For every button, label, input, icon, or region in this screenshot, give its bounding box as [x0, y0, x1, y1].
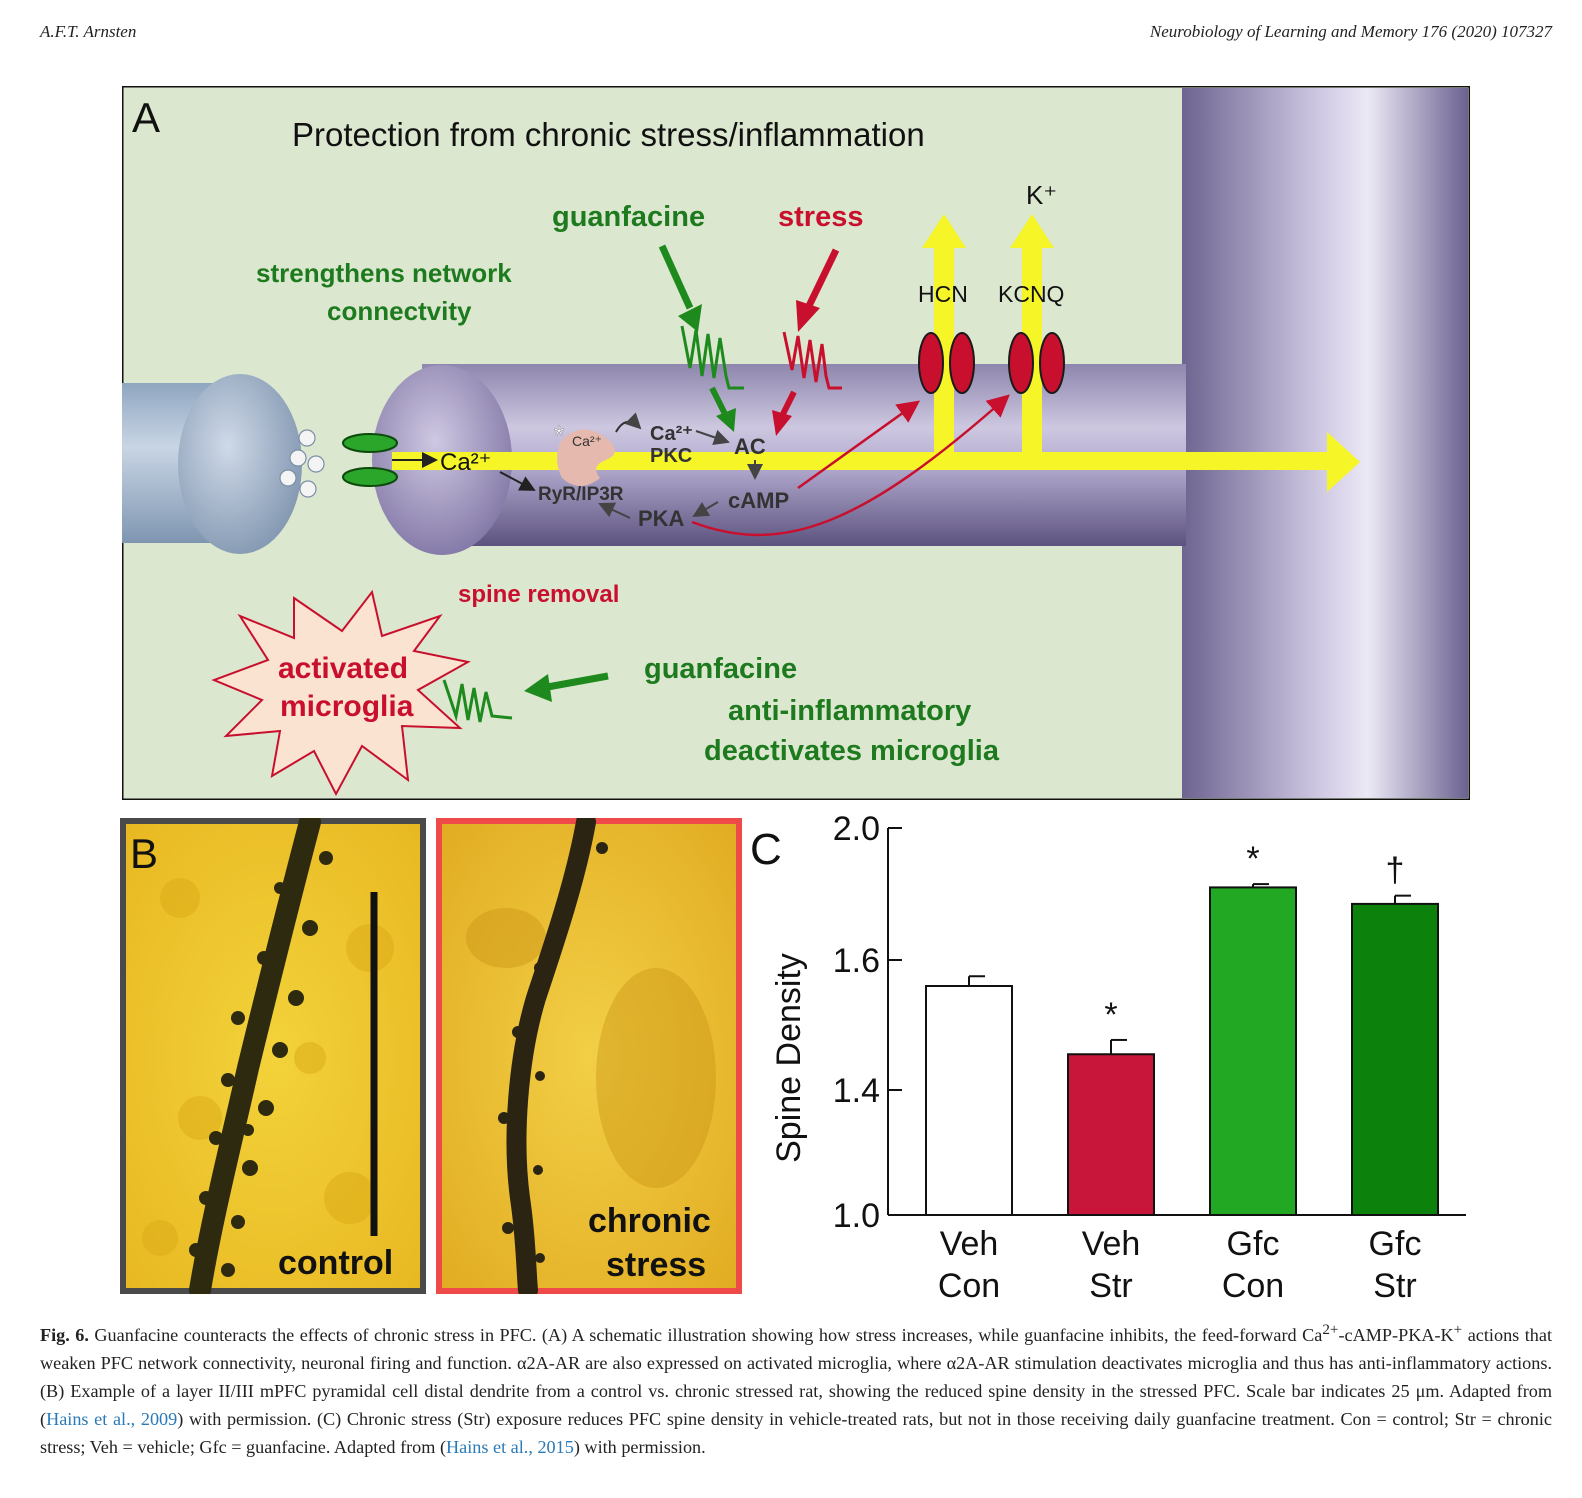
- x-category-label-line1: Gfc: [1369, 1225, 1422, 1263]
- receptor-channel-top: [342, 433, 398, 453]
- k-ion-label: K⁺: [1026, 180, 1057, 210]
- caption-sup-2: +: [1453, 1321, 1463, 1338]
- bar: [1209, 886, 1297, 1217]
- panel-c-label: C: [750, 825, 782, 874]
- reference-link-2009[interactable]: Hains et al., 2009: [46, 1409, 178, 1430]
- x-category-label-line1: Veh: [1082, 1225, 1141, 1263]
- strengthens-line1: strengthens network: [256, 258, 512, 288]
- x-category-label-line2: Str: [1089, 1267, 1132, 1305]
- strengthens-line2: connectvity: [327, 296, 472, 326]
- pka-label: PKA: [638, 506, 685, 531]
- caption-text-1: Guanfacine counteracts the effects of ch…: [88, 1325, 1323, 1346]
- control-label: control: [278, 1244, 393, 1282]
- microglia-line1: activated: [278, 652, 408, 685]
- significance-marker: *: [1246, 840, 1259, 878]
- caption-sup-1: 2+: [1322, 1321, 1339, 1338]
- pkc-label: PKC: [650, 445, 692, 467]
- microglia-receptor-icon: [442, 679, 513, 723]
- receptor-channel-bottom: [342, 467, 398, 487]
- kcnq-channel: [1008, 332, 1065, 394]
- y-tick-label: 1.0: [833, 1197, 880, 1235]
- camp-label: cAMP: [728, 488, 789, 513]
- pka-to-kcnq-arrow: [691, 394, 1010, 537]
- microglia-line2: microglia: [280, 690, 414, 723]
- figure-caption: Fig. 6. Guanfacine counteracts the effec…: [40, 1316, 1552, 1461]
- hcn-label: HCN: [918, 281, 968, 307]
- significance-marker: †: [1386, 852, 1405, 890]
- asterisk-icon: *: [554, 420, 564, 450]
- y-tick-label: 1.4: [833, 1072, 880, 1110]
- panel-b-label: B: [130, 830, 158, 877]
- guanfacine-arrow-bottom: [541, 672, 609, 692]
- bar: [925, 985, 1013, 1216]
- bar: [1351, 902, 1439, 1217]
- ryr-label: RyR/IP3R: [538, 484, 624, 505]
- kcnq-label: KCNQ: [998, 281, 1064, 307]
- ca-small-label: Ca²⁺: [572, 433, 602, 449]
- chart-bars: * * †: [925, 840, 1439, 1217]
- caption-text-4: ) with permission. (C) Chronic stress (S…: [40, 1409, 1552, 1458]
- hcn-channel: [918, 332, 975, 394]
- guanfacine-label-top: guanfacine: [552, 201, 705, 233]
- deactivates-label: deactivates microglia: [704, 735, 1000, 767]
- caption-text-2: -cAMP-PKA-K: [1338, 1325, 1454, 1346]
- significance-marker: *: [1104, 996, 1117, 1034]
- panel-a-schematic: * A Protection from chronic stress/infla…: [120, 84, 1472, 802]
- guanfacine-arrow-top: [658, 244, 694, 310]
- panel-a-label: A: [132, 94, 160, 141]
- running-header-author: A.F.T. Arnsten: [40, 22, 137, 41]
- stress-label-line2: stress: [606, 1246, 706, 1284]
- y-tick-label: 2.0: [833, 810, 880, 848]
- figure-label: Fig. 6.: [40, 1325, 89, 1346]
- x-category-label-line1: Gfc: [1227, 1225, 1280, 1263]
- x-axis-labels: Veh Con Veh Str Gfc Con Gfc Str: [938, 1225, 1422, 1305]
- panel-b-stress-image: chronic stress: [436, 812, 742, 1300]
- vesicles: [279, 429, 325, 498]
- caption-text-5: ) with permission.: [573, 1437, 706, 1458]
- spine-removal-label: spine removal: [458, 581, 619, 608]
- x-category-label-line2: Con: [1222, 1267, 1284, 1305]
- stress-label-line1: chronic: [588, 1202, 711, 1240]
- ca-main-label: Ca²⁺: [440, 449, 491, 476]
- x-category-label-line2: Str: [1373, 1267, 1416, 1305]
- y-tick-label: 1.6: [833, 942, 880, 980]
- reference-link-2015[interactable]: Hains et al., 2015: [446, 1437, 574, 1458]
- stress-receptor-icon: [782, 331, 842, 390]
- panel-c-chart: C Spine Density 1.0 1.4 1.6 2.0 * * † Veh Con V…: [750, 810, 1480, 1310]
- caption-text-3: actions that weaken PFC network connecti…: [40, 1325, 1552, 1430]
- panel-a-title: Protection from chronic stress/inflammat…: [292, 116, 925, 153]
- x-category-label-line1: Veh: [940, 1225, 999, 1263]
- activated-microglia-shape: [211, 589, 471, 797]
- alpha2a-receptor-icon: [680, 325, 744, 390]
- camp-to-hcn-arrow: [797, 400, 921, 490]
- panel-b-control-image: B control: [120, 811, 426, 1301]
- guanfacine-label-bottom: guanfacine: [644, 653, 797, 685]
- running-header-journal: Neurobiology of Learning and Memory 176 …: [1149, 22, 1552, 41]
- control-dendrite: [189, 811, 321, 1301]
- anti-inflammatory-label: anti-inflammatory: [728, 695, 971, 727]
- pkc-enzyme-shape: [557, 429, 615, 486]
- stress-arrow-top: [804, 248, 840, 310]
- presynaptic-bouton: [178, 374, 302, 554]
- ca-pkc-label: Ca²⁺: [650, 423, 693, 445]
- dendrite-trunk: [1182, 88, 1468, 798]
- stress-label: stress: [778, 201, 863, 233]
- y-axis-label: Spine Density: [770, 953, 808, 1163]
- bar: [1067, 1053, 1155, 1216]
- x-category-label-line2: Con: [938, 1267, 1000, 1305]
- ac-label: AC: [734, 434, 766, 459]
